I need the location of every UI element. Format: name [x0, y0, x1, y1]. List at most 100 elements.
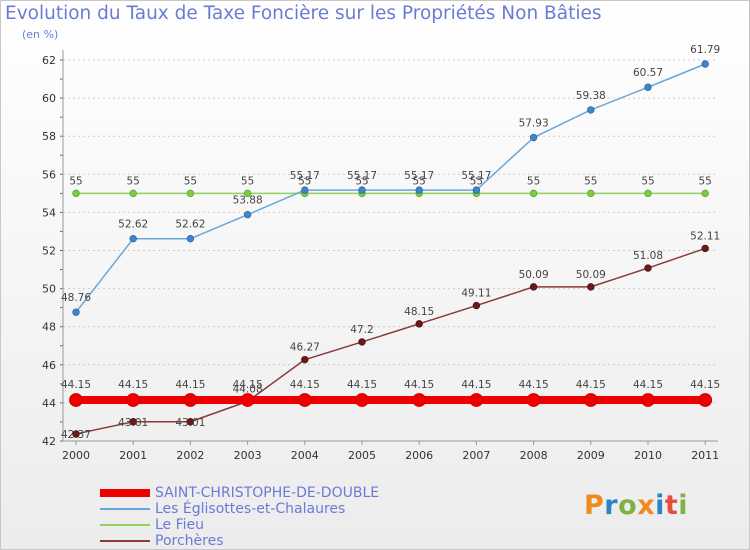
data-point: [644, 189, 652, 198]
data-label: 55.17: [404, 170, 434, 182]
y-tick-label: 52: [42, 245, 56, 258]
y-tick-label: 46: [42, 359, 56, 372]
unit-label: (en %): [22, 28, 59, 41]
data-label: 55: [641, 175, 654, 187]
data-label: 44.15: [519, 379, 549, 391]
data-label: 44.15: [118, 379, 148, 391]
data-point: [701, 189, 709, 198]
data-point: [129, 234, 137, 243]
data-label: 44.15: [576, 379, 606, 391]
data-point: [358, 186, 366, 194]
data-point: [129, 418, 137, 426]
y-tick-label: 58: [42, 130, 56, 143]
data-point: [701, 60, 709, 68]
y-tick-label: 62: [42, 54, 56, 67]
data-point: [412, 393, 427, 407]
data-point: [587, 283, 595, 291]
x-tick-label: 2010: [634, 449, 662, 462]
data-label: 61.79: [690, 44, 720, 56]
data-label: 55: [699, 175, 712, 187]
data-point: [186, 189, 195, 198]
data-label: 55.17: [347, 170, 377, 182]
data-label: 55: [413, 175, 426, 187]
data-point: [526, 393, 541, 407]
data-point: [701, 244, 709, 253]
data-label: 44.15: [61, 379, 91, 391]
data-label: 51.08: [633, 250, 663, 262]
data-label: 43.01: [118, 417, 148, 429]
data-point: [72, 430, 80, 438]
x-tick-label: 2008: [520, 449, 548, 462]
x-tick-label: 2000: [62, 449, 90, 462]
data-label: 46.27: [290, 342, 320, 354]
data-label: 53.88: [233, 195, 263, 207]
data-point: [587, 106, 595, 114]
data-point: [415, 186, 423, 194]
data-label: 43.01: [175, 417, 205, 429]
logo-letter: o: [618, 490, 638, 521]
x-tick-label: 2004: [291, 449, 319, 462]
data-point: [129, 189, 137, 198]
data-label: 52.11: [690, 230, 720, 242]
data-label: 55: [69, 175, 82, 187]
y-tick-label: 42: [42, 435, 56, 448]
data-point: [644, 264, 652, 272]
data-label: 44.15: [233, 379, 263, 391]
data-point: [469, 393, 484, 407]
y-tick-label: 44: [42, 397, 56, 410]
data-point: [529, 283, 538, 291]
series-line: [75, 247, 706, 435]
data-point: [72, 189, 80, 198]
data-label: 44.15: [461, 379, 491, 391]
x-tick-label: 2002: [176, 449, 204, 462]
y-tick-label: 56: [42, 168, 56, 181]
data-point: [529, 133, 538, 142]
legend-swatch: [100, 524, 150, 526]
data-label: 49.11: [461, 288, 491, 300]
x-tick-label: 2009: [577, 449, 605, 462]
data-label: 44.08: [233, 383, 263, 395]
data-point: [529, 189, 538, 198]
data-label: 59.38: [576, 90, 606, 102]
data-point: [240, 393, 255, 407]
series-line: [75, 63, 706, 313]
data-label: 55.17: [461, 170, 491, 182]
y-tick-label: 50: [42, 283, 56, 296]
data-label: 55: [584, 175, 597, 187]
logo-letter: i: [678, 490, 689, 521]
data-label: 44.15: [690, 379, 720, 391]
data-point: [243, 189, 252, 198]
data-label: 52.62: [175, 219, 205, 231]
logo-letter: P: [584, 490, 605, 521]
data-point: [301, 355, 309, 364]
data-label: 52.62: [118, 219, 148, 231]
data-point: [415, 320, 423, 328]
data-label: 55: [241, 175, 254, 187]
logo-letter: x: [637, 490, 656, 521]
data-label: 55: [355, 175, 368, 187]
legend-label: Porchères: [155, 533, 224, 549]
y-tick-label: 54: [42, 206, 56, 219]
data-label: 44.15: [347, 379, 377, 391]
x-tick-label: 2011: [691, 449, 719, 462]
data-point: [126, 393, 141, 407]
x-tick-label: 2003: [234, 449, 262, 462]
data-label: 44.15: [633, 379, 663, 391]
logo-letter: i: [655, 490, 665, 521]
data-label: 50.09: [519, 269, 549, 281]
data-point: [186, 234, 195, 243]
data-point: [644, 83, 652, 91]
data-label: 55: [527, 175, 540, 187]
x-tick-label: 2007: [462, 449, 490, 462]
data-point: [587, 189, 595, 198]
data-point: [183, 393, 198, 407]
legend-swatch: [100, 489, 150, 497]
x-tick-label: 2001: [119, 449, 147, 462]
logo-letter: t: [664, 490, 679, 521]
data-point: [472, 186, 481, 194]
x-tick-label: 2005: [348, 449, 376, 462]
data-label: 55: [470, 175, 483, 187]
data-label: 42.37: [61, 429, 91, 441]
data-label: 55: [127, 175, 140, 187]
